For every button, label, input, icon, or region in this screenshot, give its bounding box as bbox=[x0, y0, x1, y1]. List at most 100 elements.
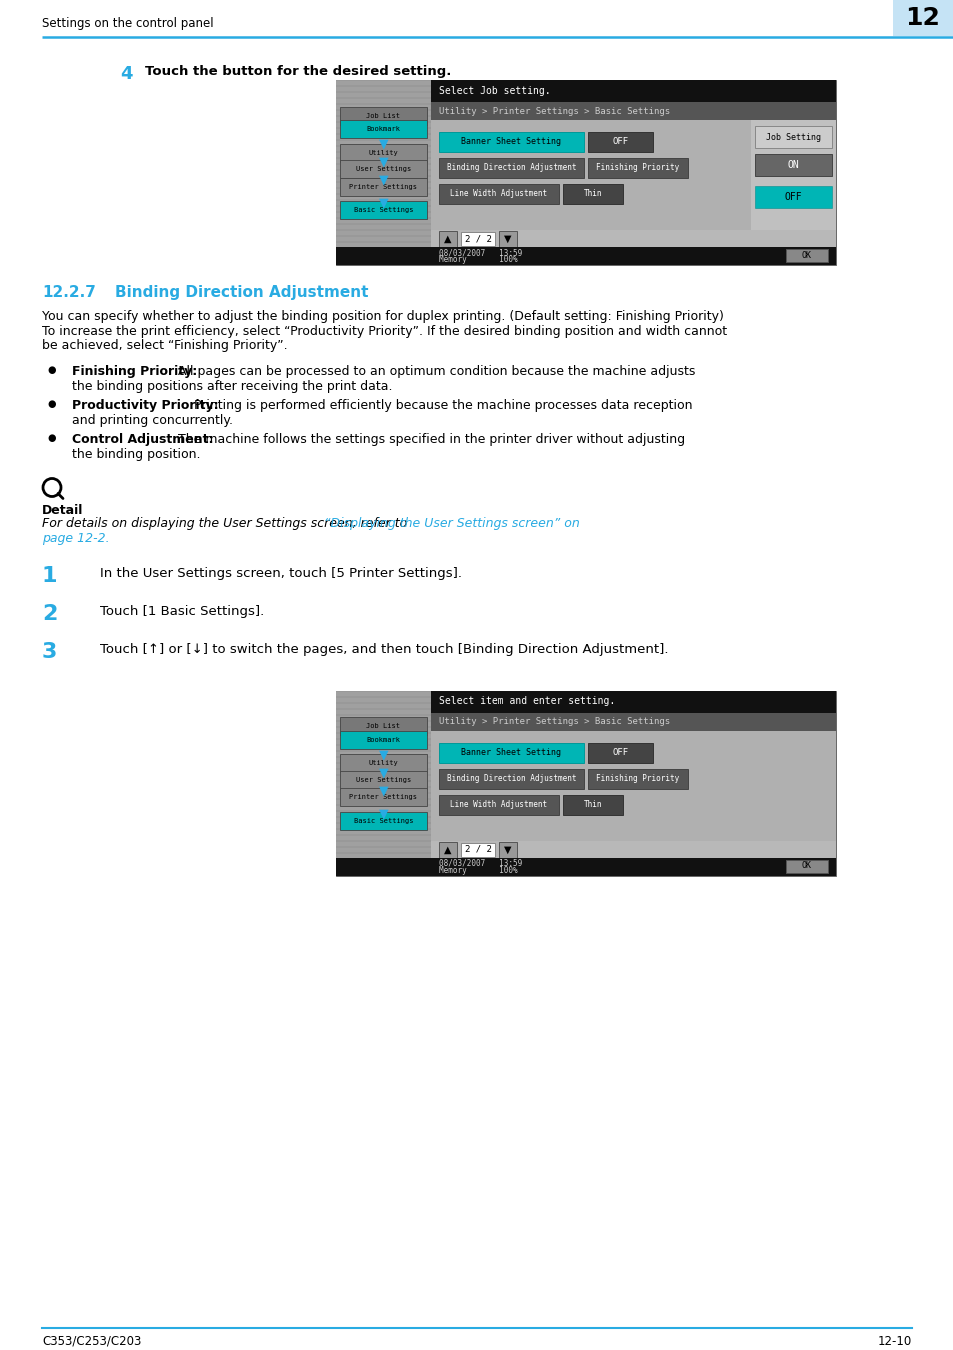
Bar bbox=[335, 745, 431, 749]
Text: 3: 3 bbox=[42, 643, 57, 663]
Bar bbox=[438, 184, 558, 204]
Bar bbox=[587, 132, 652, 153]
Bar bbox=[339, 201, 427, 219]
Text: Control Adjustment:: Control Adjustment: bbox=[71, 433, 213, 447]
Bar bbox=[335, 231, 431, 235]
Bar bbox=[335, 140, 431, 144]
Bar bbox=[335, 794, 431, 798]
Bar bbox=[339, 178, 427, 196]
Bar bbox=[431, 713, 835, 730]
Bar bbox=[335, 225, 431, 230]
Text: 12: 12 bbox=[904, 5, 940, 30]
Bar bbox=[335, 690, 431, 876]
Text: OFF: OFF bbox=[784, 192, 801, 202]
Text: Line Width Adjustment: Line Width Adjustment bbox=[450, 801, 547, 809]
Bar bbox=[754, 186, 831, 208]
Text: Touch [1 Basic Settings].: Touch [1 Basic Settings]. bbox=[100, 605, 264, 617]
Bar bbox=[750, 120, 835, 230]
Bar bbox=[335, 740, 431, 744]
Bar bbox=[431, 690, 835, 713]
Text: For details on displaying the User Settings screen, refer to: For details on displaying the User Setti… bbox=[42, 517, 411, 531]
Bar bbox=[335, 238, 431, 242]
Text: 1: 1 bbox=[42, 567, 57, 586]
Text: OFF: OFF bbox=[612, 138, 628, 147]
Bar bbox=[438, 795, 558, 814]
Bar bbox=[335, 201, 431, 205]
Bar bbox=[431, 841, 835, 860]
Bar bbox=[335, 829, 431, 833]
Bar bbox=[438, 743, 583, 763]
Text: Finishing Priority: Finishing Priority bbox=[596, 163, 679, 173]
Bar bbox=[339, 120, 427, 138]
Text: Binding Direction Adjustment: Binding Direction Adjustment bbox=[446, 774, 576, 783]
Bar bbox=[335, 207, 431, 211]
Bar bbox=[562, 795, 622, 814]
Bar bbox=[335, 130, 431, 134]
Text: 12.2.7: 12.2.7 bbox=[42, 285, 95, 300]
Bar bbox=[335, 857, 835, 876]
Bar bbox=[335, 848, 431, 852]
Bar bbox=[335, 818, 431, 822]
Text: 2 / 2: 2 / 2 bbox=[464, 845, 491, 855]
Bar bbox=[335, 153, 431, 157]
Bar bbox=[335, 105, 431, 109]
Text: Line Width Adjustment: Line Width Adjustment bbox=[450, 189, 547, 198]
Bar bbox=[335, 811, 431, 815]
Bar bbox=[431, 230, 835, 248]
Bar bbox=[335, 255, 431, 259]
Bar bbox=[335, 147, 431, 151]
Text: ON: ON bbox=[787, 161, 799, 170]
Bar bbox=[335, 213, 431, 217]
Bar bbox=[438, 841, 456, 857]
Bar bbox=[335, 123, 431, 127]
Text: ▼: ▼ bbox=[504, 845, 511, 855]
Text: Memory       100%: Memory 100% bbox=[438, 865, 517, 875]
Bar bbox=[335, 824, 431, 828]
Bar bbox=[335, 159, 431, 163]
Bar bbox=[335, 80, 835, 265]
Bar bbox=[335, 165, 431, 169]
Bar bbox=[785, 248, 827, 262]
Bar bbox=[892, 0, 953, 36]
Bar bbox=[335, 841, 431, 845]
Bar bbox=[335, 80, 431, 265]
Text: ▼: ▼ bbox=[378, 807, 388, 821]
Text: Binding Direction Adjustment: Binding Direction Adjustment bbox=[446, 163, 576, 173]
Text: OFF: OFF bbox=[612, 748, 628, 757]
Text: The machine follows the settings specified in the printer driver without adjusti: The machine follows the settings specifi… bbox=[173, 433, 684, 447]
Bar bbox=[339, 811, 427, 830]
Bar bbox=[335, 243, 431, 247]
Bar bbox=[335, 189, 431, 193]
Bar bbox=[335, 248, 431, 252]
Text: 12-10: 12-10 bbox=[877, 1335, 911, 1349]
Text: ●: ● bbox=[47, 433, 55, 444]
Bar bbox=[562, 184, 622, 204]
Bar bbox=[339, 771, 427, 788]
Text: Select item and enter setting.: Select item and enter setting. bbox=[438, 697, 615, 706]
Bar bbox=[335, 194, 431, 198]
Bar bbox=[335, 716, 431, 720]
Bar bbox=[335, 853, 431, 857]
Bar bbox=[339, 143, 427, 162]
Bar bbox=[335, 721, 431, 725]
Text: OK: OK bbox=[801, 251, 811, 261]
Bar bbox=[335, 698, 431, 702]
Bar bbox=[339, 161, 427, 178]
Bar bbox=[335, 219, 431, 223]
Bar bbox=[335, 799, 431, 803]
Text: page 12-2.: page 12-2. bbox=[42, 532, 110, 545]
Text: Job List: Job List bbox=[366, 112, 400, 119]
Text: ▼: ▼ bbox=[378, 174, 388, 186]
Text: Job Setting: Job Setting bbox=[765, 132, 821, 142]
Text: ▼: ▼ bbox=[378, 197, 388, 209]
Bar bbox=[335, 872, 431, 876]
Bar bbox=[431, 103, 835, 120]
Bar bbox=[438, 132, 583, 153]
Text: ▼: ▼ bbox=[378, 138, 388, 151]
Bar bbox=[335, 184, 431, 188]
Bar bbox=[335, 99, 431, 103]
Text: You can specify whether to adjust the binding position for duplex printing. (Def: You can specify whether to adjust the bi… bbox=[42, 310, 723, 323]
Text: Printer Settings: Printer Settings bbox=[349, 794, 417, 801]
Text: “Displaying the User Settings screen” on: “Displaying the User Settings screen” on bbox=[323, 517, 579, 531]
Bar bbox=[335, 775, 431, 779]
